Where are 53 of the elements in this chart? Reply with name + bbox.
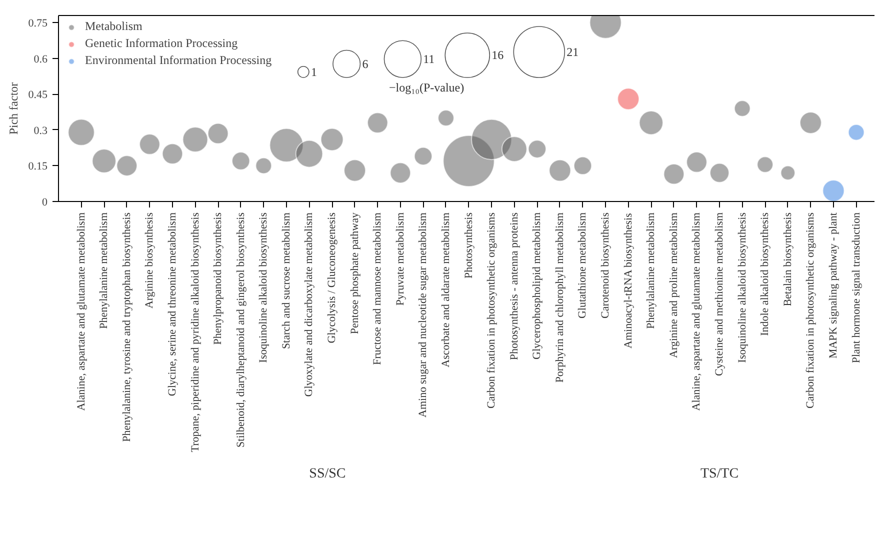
legend-label: Genetic Information Processing: [85, 36, 238, 51]
legend-label: 1: [310, 64, 317, 79]
x-tick-label: Alanine, aspartate and glutamate metabolism: [690, 212, 703, 411]
y-tick-label: 0.6: [34, 53, 48, 66]
x-tick-label: Glutathione metabolism: [576, 212, 589, 319]
x-tick-label: Amino sugar and nucleotide sugar metabolism: [417, 212, 430, 418]
text: SS/SC: [309, 466, 346, 482]
x-tick-label: Tropane, piperidine and pyridine alkaloid biosynthesis: [189, 212, 202, 452]
legend-label: 11: [423, 52, 435, 66]
legend-label: Metabolism: [85, 19, 142, 34]
x-tick-label: Indole alkaloid biosynthesis: [759, 212, 772, 336]
y-tick-label: 0.75: [28, 18, 48, 30]
x-tick-label: Phenylpropanoid biosynthesis: [212, 212, 224, 345]
x-tick-label: Cysteine and methionine metabolism: [714, 212, 726, 376]
legend-label: 21: [566, 45, 579, 59]
x-tick-label: Stilbenoid, diarylheptanoid and gingerol biosynthesis: [234, 212, 247, 448]
x-tick-label: Photosynthesis: [462, 212, 475, 279]
x-tick-label: Carotenoid biosynthesis: [600, 212, 612, 319]
x-tick-label: Carbon fixation in photosynthetic organisms: [486, 212, 498, 408]
x-tick-label: Phenylalanine, tyrosine and tryptophan biosynthesis: [120, 212, 133, 442]
legend-label: 6: [362, 56, 368, 71]
x-tick-label: Alanine, aspartate and glutamate metabolism: [75, 212, 88, 411]
x-tick-label: Aminoacyl-tRNA biosynthesis: [622, 213, 634, 348]
x-tick-label: Phenylalanine metabolism: [645, 212, 658, 329]
x-tick-label: Phenylalanine metabolism: [98, 212, 110, 329]
x-tick-label: Carbon fixation in photosynthetic organisms: [804, 212, 817, 408]
legend-title: −log₁₀(P-value): [389, 80, 464, 94]
x-tick-label: Glycine, serine and threonine metabolism: [166, 212, 178, 396]
x-tick-label: Arginine and proline metabolism: [668, 212, 680, 358]
x-tick-label: Starch and sucrose metabolism: [280, 212, 292, 350]
x-tick-label: MAPK signaling pathway - plant: [827, 212, 840, 359]
x-tick-label: Glycerophospholipid metabolism: [531, 212, 544, 360]
x-tick-label: Plant hormone signal transduction: [850, 212, 862, 364]
x-tick-label: Ascorbate and aldarate metabolism: [440, 212, 452, 368]
legend-label: 16: [492, 48, 504, 62]
x-tick-label: Pentose phosphate pathway: [348, 212, 361, 334]
y-tick-label: 0: [42, 196, 48, 208]
x-tick-label: Isoquinoline alkaloid biosynthesis: [258, 212, 270, 363]
x-tick-label: Fructose and mannose metabolism: [372, 212, 384, 365]
x-tick-label: Isoquinoline alkaloid biosynthesis: [736, 212, 748, 363]
y-tick-label: 0.15: [28, 160, 48, 173]
y-tick-label: 0.3: [34, 124, 48, 137]
legend-label: Environmental Information Processing: [85, 53, 272, 68]
x-tick-label: Glyoxylate and dicarboxylate metabolism: [303, 212, 316, 397]
text: TS/TC: [700, 466, 739, 482]
x-tick-label: Photosynthesis - antenna proteins: [508, 212, 520, 360]
x-tick-label: Betalain biosynthesis: [782, 212, 794, 306]
x-tick-label: Porphyrin and chlorophyll metabolism: [554, 212, 566, 383]
x-tick-label: Pyruvate metabolism: [394, 212, 406, 306]
x-tick-label: Glycolysis / Gluconeogenesis: [326, 212, 338, 344]
y-axis-title: Pich factor: [6, 82, 20, 135]
y-tick-label: 0.45: [28, 89, 48, 102]
x-tick-label: Arginine biosynthesis: [144, 212, 156, 309]
